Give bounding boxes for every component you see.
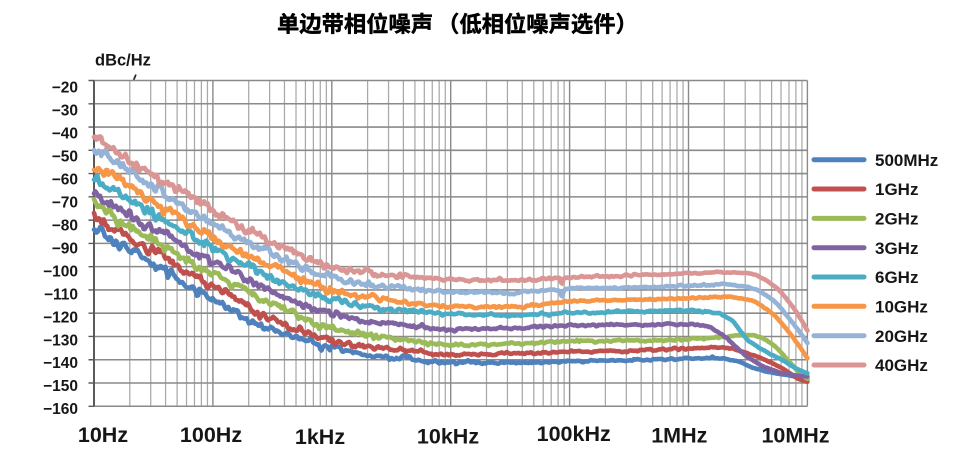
svg-text:−130: −130 [43,332,78,349]
svg-text:−90: −90 [52,240,78,257]
svg-text:1GHz: 1GHz [875,180,918,199]
svg-text:−140: −140 [43,355,78,372]
svg-text:−120: −120 [43,309,78,326]
svg-text:−30: −30 [52,103,78,120]
svg-text:20GHz: 20GHz [875,327,928,346]
svg-text:100Hz: 100Hz [180,423,242,447]
svg-text:500MHz: 500MHz [875,151,938,170]
svg-text:10Hz: 10Hz [78,423,128,447]
svg-text:−50: −50 [52,149,78,166]
svg-text:−160: −160 [43,401,78,418]
svg-text:10kHz: 10kHz [417,425,479,449]
svg-text:−60: −60 [52,172,78,189]
svg-text:3GHz: 3GHz [875,239,918,258]
svg-text:10GHz: 10GHz [875,297,928,316]
svg-text:−100: −100 [43,263,78,280]
svg-text:1MHz: 1MHz [651,423,707,447]
svg-text:6GHz: 6GHz [875,268,918,287]
svg-text:−150: −150 [43,378,78,395]
svg-text:−70: −70 [52,194,78,211]
svg-text:40GHz: 40GHz [875,356,928,375]
svg-text:1kHz: 1kHz [295,425,345,449]
svg-text:100kHz: 100kHz [537,422,611,446]
svg-text:dBc/Hz: dBc/Hz [95,52,151,70]
svg-text:−80: −80 [52,217,78,234]
svg-text:2GHz: 2GHz [875,210,918,229]
svg-text:10MHz: 10MHz [761,423,829,447]
svg-text:−110: −110 [44,286,78,303]
svg-text:−20: −20 [52,80,78,97]
svg-text:−40: −40 [52,126,78,143]
